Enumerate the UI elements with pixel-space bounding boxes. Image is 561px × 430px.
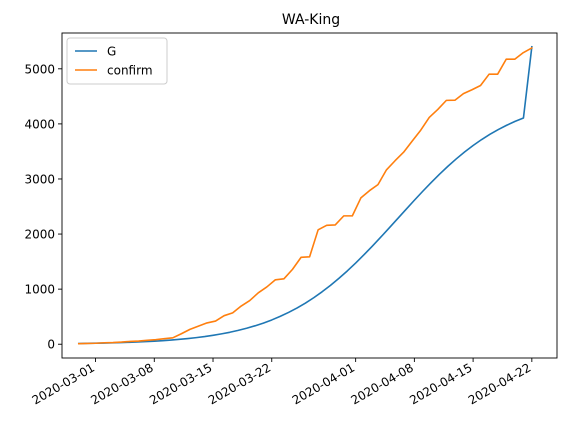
x-tick-label: 2020-03-08 — [88, 360, 155, 407]
series-layer — [77, 45, 533, 345]
y-tick-label: 5000 — [24, 62, 55, 76]
legend-label-confirm: confirm — [107, 64, 153, 78]
y-tick-label: 0 — [47, 338, 55, 352]
series-line-G — [77, 45, 533, 345]
legend-label-G: G — [107, 45, 116, 59]
chart-title: WA-King — [282, 12, 340, 28]
x-tick-label: 2020-04-15 — [407, 360, 474, 407]
x-tick-label: 2020-04-01 — [290, 360, 357, 407]
y-tick-label: 2000 — [24, 228, 55, 242]
y-tick-label: 4000 — [24, 117, 55, 131]
y-tick-label: 3000 — [24, 172, 55, 186]
x-tick-label: 2020-03-15 — [147, 360, 214, 407]
y-tick-label: 1000 — [24, 283, 55, 297]
legend-box — [66, 37, 168, 85]
x-tick-label: 2020-03-22 — [206, 360, 273, 407]
series-line-confirm — [77, 46, 533, 345]
x-tick-label: 2020-03-01 — [30, 360, 97, 407]
x-tick-label: 2020-04-22 — [466, 360, 533, 407]
axes-layer: 0 1000 2000 3000 4000 5000 2020-03-012020-03-0… — [24, 32, 558, 407]
x-tick-label: 2020-04-08 — [348, 360, 415, 407]
plot-frame — [61, 32, 558, 359]
